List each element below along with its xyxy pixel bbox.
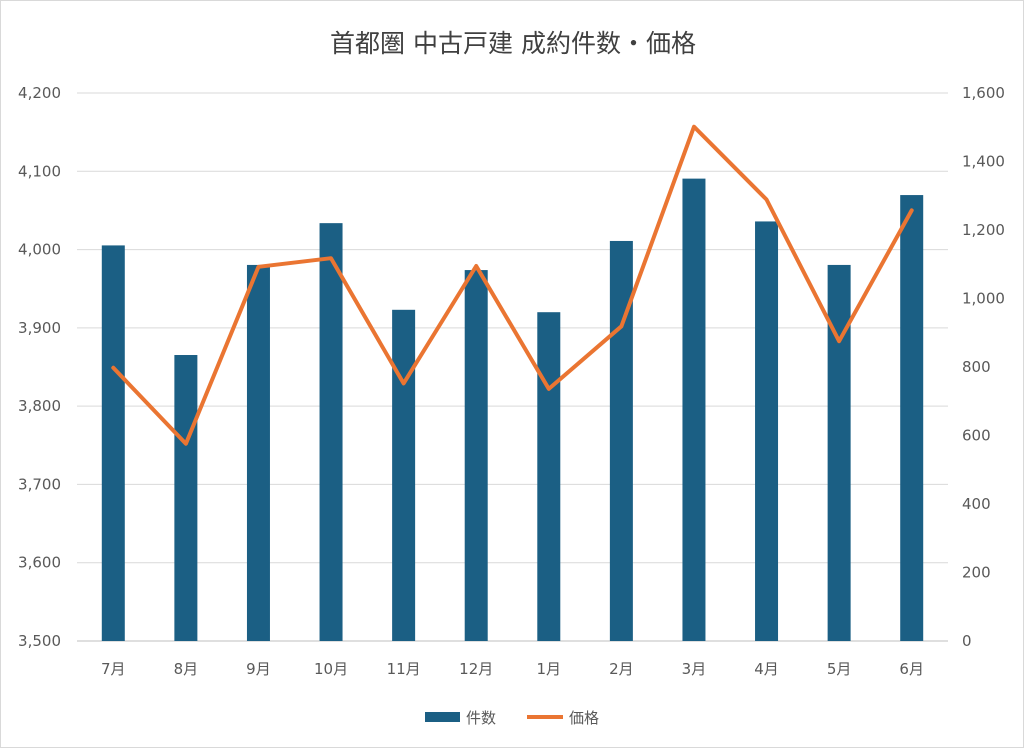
bar [101,245,125,641]
left-tick-label: 4,000 [18,241,61,259]
x-tick-label: 7月 [101,660,126,678]
bar-series [101,178,924,641]
x-tick-label: 2月 [609,660,634,678]
right-tick-label: 1,400 [962,153,1005,171]
left-tick-label: 3,700 [18,475,61,493]
x-tick-label: 11月 [387,660,421,678]
right-tick-label: 0 [962,632,972,650]
legend-label-count: 件数 [466,709,496,727]
bar [755,221,779,641]
x-tick-label: 3月 [682,660,707,678]
left-tick-label: 3,900 [18,319,61,337]
x-tick-label: 12月 [459,660,493,678]
left-axis-ticks: 3,500 3,600 3,700 3,800 3,900 4,000 4,100 4,200 [18,84,61,650]
bar [464,270,488,641]
right-tick-label: 800 [962,358,991,376]
right-tick-label: 1,200 [962,221,1005,239]
bar [319,223,343,641]
x-tick-label: 9月 [246,660,271,678]
x-tick-label: 6月 [899,660,924,678]
right-tick-label: 1,600 [962,84,1005,102]
right-axis-ticks: 0 200 400 600 800 1,000 1,200 1,400 1,600 [962,84,1005,650]
left-tick-label: 3,500 [18,632,61,650]
bar [246,264,270,641]
x-axis-ticks: 7月 8月 9月 10月 11月 12月 1月 2月 3月 4月 5月 6月 [101,660,924,678]
bar [682,178,706,641]
price-line [111,124,914,446]
legend-swatch-bar [425,712,460,722]
left-tick-label: 4,100 [18,162,61,180]
left-tick-label: 3,800 [18,397,61,415]
left-tick-label: 3,600 [18,554,61,572]
legend-label-price: 価格 [569,709,599,727]
legend: 件数 価格 [425,709,599,727]
bar [900,195,924,641]
bar [392,309,416,641]
right-tick-label: 600 [962,427,991,445]
x-tick-label: 4月 [754,660,779,678]
chart-title: 首都圏 中古戸建 成約件数・価格 [330,29,696,58]
bar [537,312,561,641]
x-tick-label: 10月 [314,660,348,678]
right-tick-label: 400 [962,495,991,513]
line-series [111,124,914,446]
right-tick-label: 200 [962,564,991,582]
right-tick-label: 1,000 [962,290,1005,308]
bar [609,240,633,641]
bar [827,264,851,641]
x-tick-label: 8月 [174,660,199,678]
x-tick-label: 1月 [537,660,562,678]
bar [174,355,198,641]
gridlines [77,92,948,642]
left-tick-label: 4,200 [18,84,61,102]
x-tick-label: 5月 [827,660,852,678]
